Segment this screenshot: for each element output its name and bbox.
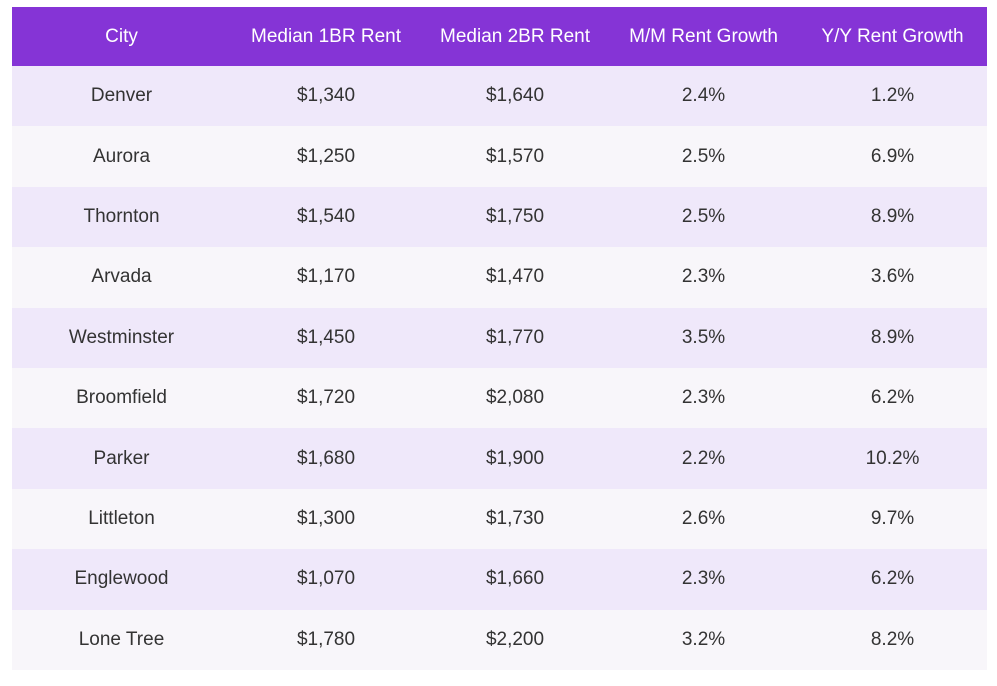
table-row: Englewood $1,070 $1,660 2.3% 6.2%	[12, 549, 987, 610]
cell-mm-growth: 2.5%	[681, 205, 726, 227]
cell-city: Lone Tree	[78, 628, 165, 650]
header-mm-rent-growth: M/M Rent Growth	[629, 25, 778, 47]
cell-1br-rent: $1,680	[296, 447, 356, 469]
cell-2br-rent: $1,750	[485, 205, 545, 227]
cell-yy-growth: 8.9%	[870, 326, 915, 348]
cell-mm-growth: 3.5%	[681, 326, 726, 348]
cell-yy-growth: 1.2%	[870, 85, 915, 107]
cell-2br-rent: $1,570	[485, 145, 545, 167]
cell-city: Aurora	[92, 145, 151, 167]
cell-1br-rent: $1,540	[296, 205, 356, 227]
cell-city: Parker	[93, 447, 150, 469]
cell-mm-growth: 2.4%	[681, 85, 726, 107]
header-yy-rent-growth: Y/Y Rent Growth	[821, 25, 964, 47]
table-row: Broomfield $1,720 $2,080 2.3% 6.2%	[12, 367, 987, 429]
cell-1br-rent: $1,450	[296, 326, 356, 348]
cell-yy-growth: 8.9%	[870, 205, 915, 227]
cell-2br-rent: $2,200	[485, 628, 545, 650]
table-row: Littleton $1,300 $1,730 2.6% 9.7%	[12, 488, 987, 550]
cell-1br-rent: $1,300	[296, 507, 356, 529]
cell-2br-rent: $1,770	[485, 326, 545, 348]
table-row: Lone Tree $1,780 $2,200 3.2% 8.2%	[12, 609, 987, 670]
cell-2br-rent: $1,730	[485, 507, 545, 529]
table-row: Denver $1,340 $1,640 2.4% 1.2%	[12, 66, 987, 127]
table-row: Aurora $1,250 $1,570 2.5% 6.9%	[12, 126, 987, 187]
cell-1br-rent: $1,720	[296, 387, 356, 409]
cell-1br-rent: $1,170	[296, 266, 356, 288]
header-median-1br-rent: Median 1BR Rent	[251, 25, 401, 47]
cell-1br-rent: $1,340	[296, 85, 356, 107]
cell-mm-growth: 2.3%	[681, 568, 726, 590]
cell-mm-growth: 2.3%	[681, 266, 726, 288]
cell-yy-growth: 6.2%	[870, 387, 915, 409]
cell-2br-rent: $1,470	[485, 266, 545, 288]
cell-1br-rent: $1,250	[296, 145, 356, 167]
cell-2br-rent: $1,640	[485, 85, 545, 107]
table-row: Parker $1,680 $1,900 2.2% 10.2%	[12, 428, 987, 489]
cell-yy-growth: 9.7%	[870, 507, 915, 529]
table-body: Denver $1,340 $1,640 2.4% 1.2% Aurora $1…	[12, 66, 987, 670]
cell-2br-rent: $1,660	[485, 568, 545, 590]
cell-2br-rent: $2,080	[485, 387, 545, 409]
table-row: Westminster $1,450 $1,770 3.5% 8.9%	[12, 307, 987, 368]
cell-city: Denver	[90, 85, 153, 107]
cell-yy-growth: 3.6%	[870, 266, 915, 288]
header-city: City	[105, 25, 138, 47]
cell-mm-growth: 2.6%	[681, 507, 726, 529]
cell-yy-growth: 6.2%	[870, 568, 915, 590]
cell-mm-growth: 2.5%	[681, 145, 726, 167]
cell-city: Westminster	[68, 326, 175, 348]
cell-1br-rent: $1,070	[296, 568, 356, 590]
header-median-2br-rent: Median 2BR Rent	[440, 25, 590, 47]
cell-2br-rent: $1,900	[485, 447, 545, 469]
cell-mm-growth: 2.3%	[681, 387, 726, 409]
rent-table: City Median 1BR Rent Median 2BR Rent M/M…	[12, 7, 987, 670]
rent-table-container: City Median 1BR Rent Median 2BR Rent M/M…	[12, 7, 987, 670]
table-row: Thornton $1,540 $1,750 2.5% 8.9%	[12, 186, 987, 248]
table-header: City Median 1BR Rent Median 2BR Rent M/M…	[12, 7, 987, 66]
cell-city: Littleton	[88, 507, 155, 529]
table-row: Arvada $1,170 $1,470 2.3% 3.6%	[12, 247, 987, 308]
cell-1br-rent: $1,780	[296, 628, 356, 650]
cell-mm-growth: 2.2%	[681, 447, 726, 469]
cell-mm-growth: 3.2%	[681, 628, 726, 650]
cell-city: Englewood	[74, 568, 169, 590]
cell-city: Broomfield	[76, 387, 167, 409]
cell-yy-growth: 8.2%	[870, 628, 915, 650]
cell-city: Thornton	[83, 205, 160, 227]
cell-yy-growth: 6.9%	[870, 145, 915, 167]
header-row: City Median 1BR Rent Median 2BR Rent M/M…	[12, 7, 987, 66]
cell-city: Arvada	[91, 266, 152, 288]
cell-yy-growth: 10.2%	[865, 447, 920, 469]
